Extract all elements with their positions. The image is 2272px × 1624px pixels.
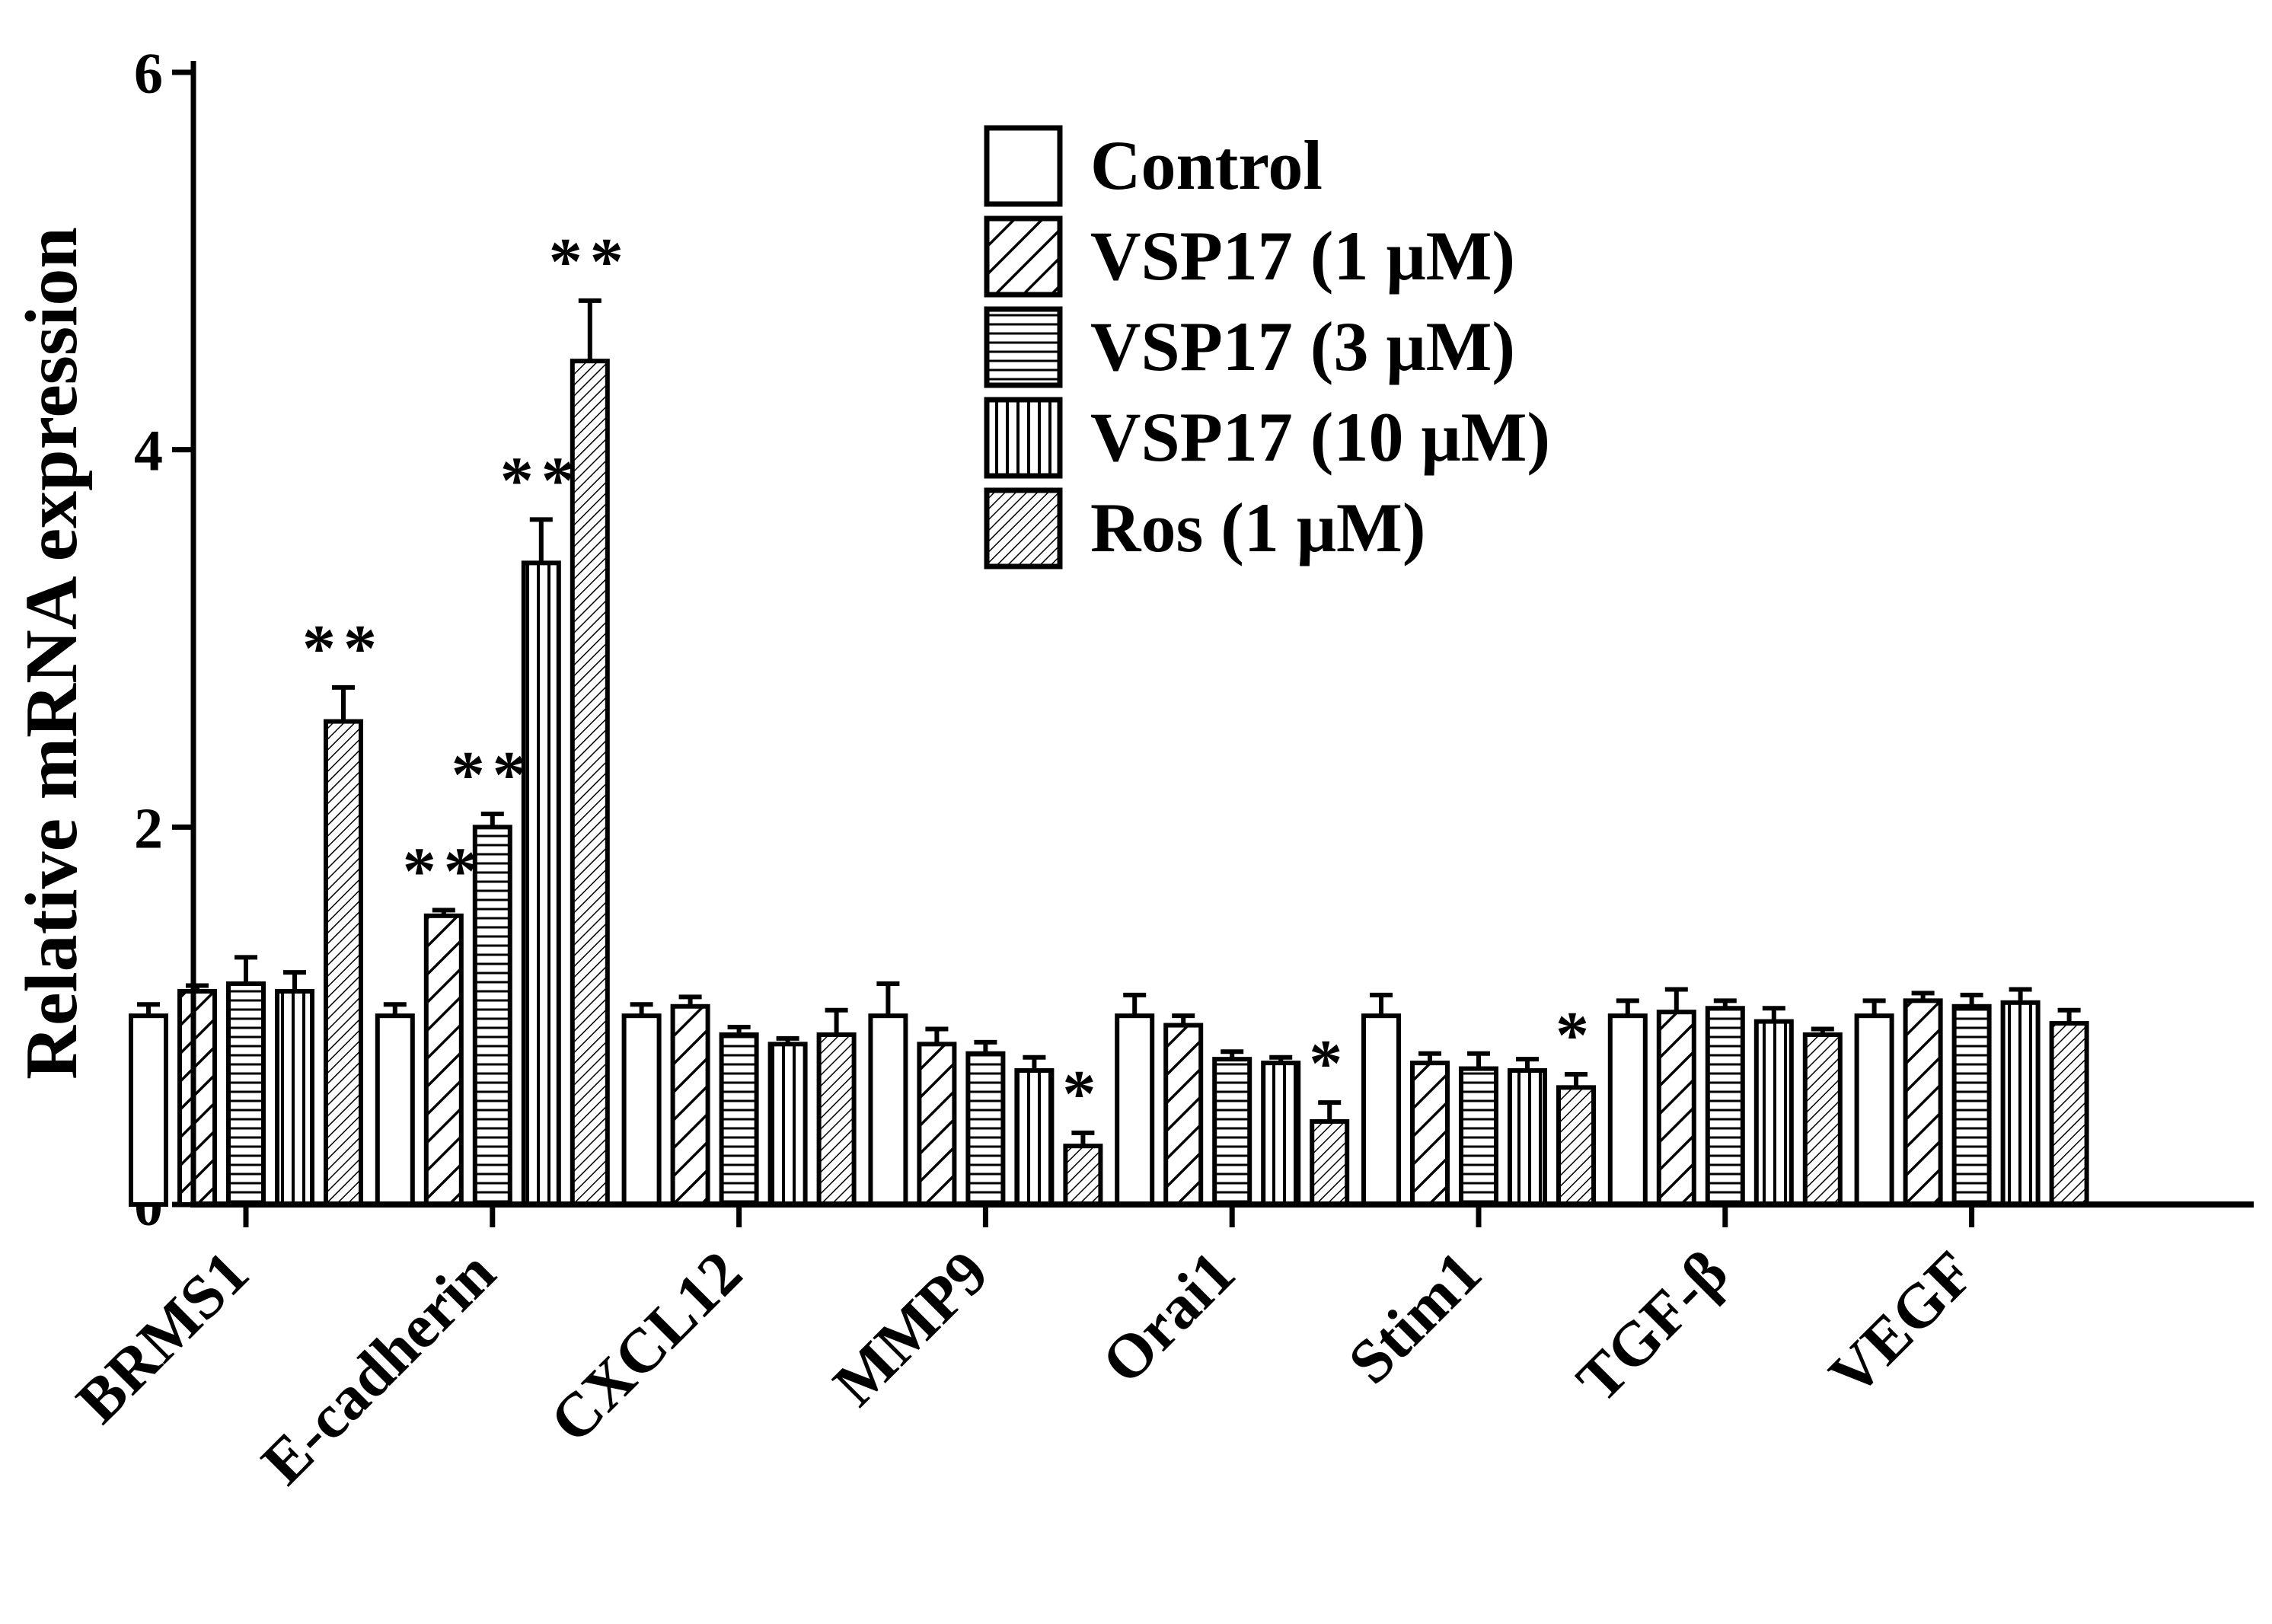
- y-axis-title: Relative mRNA expression: [11, 227, 93, 1080]
- significance-marker: *: [1556, 999, 1597, 1073]
- category-label: VEGF: [1816, 1237, 1987, 1409]
- bar: [2049, 1021, 2089, 1207]
- bar: [1459, 1066, 1498, 1208]
- bar: [1014, 1068, 1055, 1207]
- bar: [917, 1042, 957, 1208]
- significance-marker: **: [549, 225, 631, 299]
- bar: [1656, 1010, 1696, 1207]
- bar-group: ** ** ** **: [375, 225, 631, 1208]
- legend-swatch: [984, 487, 1063, 570]
- bar: [816, 1032, 857, 1207]
- bar-group: [1607, 987, 1843, 1208]
- bar: [129, 1013, 168, 1207]
- category-label: BRMS1: [63, 1237, 262, 1436]
- bar: [670, 1003, 710, 1208]
- legend-label: VSP17 (10 μM): [1090, 398, 1550, 476]
- significance-marker: **: [302, 612, 385, 686]
- bar: [1903, 998, 1943, 1207]
- legend-label: VSP17 (3 μM): [1090, 308, 1515, 385]
- bar-group: **: [129, 612, 385, 1208]
- bar: [1854, 1013, 1894, 1207]
- legend-item: VSP17 (10 μM): [984, 397, 1550, 479]
- legend-label: Control: [1090, 126, 1323, 204]
- significance-marker: **: [403, 834, 485, 908]
- bar: [423, 913, 464, 1207]
- bar-group: [621, 994, 857, 1208]
- bar: [767, 1042, 808, 1208]
- bar: [1361, 1013, 1401, 1207]
- category-label: CXCL12: [537, 1237, 755, 1456]
- category-label: E-cadherin: [248, 1237, 508, 1497]
- category-label: MMP9: [820, 1237, 1001, 1418]
- bar-group: *: [1361, 992, 1597, 1208]
- bar: [868, 1013, 908, 1207]
- bar: [472, 825, 512, 1208]
- legend-swatch: [984, 397, 1063, 479]
- bar: [2000, 1000, 2041, 1208]
- bar-group: [1854, 987, 2089, 1208]
- bar: [521, 560, 561, 1207]
- bar-group: *: [1115, 992, 1350, 1208]
- bar: [1212, 1057, 1252, 1207]
- significance-marker: *: [1062, 1058, 1103, 1131]
- category-label: Orai1: [1089, 1237, 1248, 1396]
- bar: [719, 1032, 759, 1207]
- legend-item: VSP17 (1 μM): [984, 215, 1515, 298]
- bar: [1607, 1013, 1648, 1207]
- bar: [275, 988, 314, 1208]
- bar: [570, 359, 610, 1207]
- significance-marker: **: [500, 444, 582, 518]
- bar: [1310, 1118, 1350, 1208]
- bar: [1115, 1013, 1155, 1207]
- significance-marker: **: [452, 739, 534, 812]
- bar-group: *: [868, 981, 1103, 1208]
- bar: [375, 1013, 415, 1207]
- bar: [1705, 1006, 1745, 1207]
- legend-item: Ros (1 μM): [984, 487, 1426, 570]
- bar: [1410, 1061, 1450, 1207]
- bar: [621, 1013, 662, 1207]
- category-label: TGF-β: [1563, 1237, 1741, 1415]
- bar: [1951, 1003, 1992, 1208]
- legend: Control VSP17 (1 μM) VSP17 (3 μM) VSP17 (10…: [984, 125, 1550, 570]
- legend-label: Ros (1 μM): [1090, 489, 1426, 566]
- bar: [965, 1051, 1006, 1207]
- legend-item: VSP17 (3 μM): [984, 306, 1515, 388]
- legend-swatch: [984, 215, 1063, 298]
- significance-marker: *: [1309, 1027, 1350, 1101]
- y-tick-label: 2: [134, 796, 163, 860]
- bar: [324, 719, 363, 1207]
- y-tick-label: 6: [134, 42, 163, 106]
- bar: [1163, 1023, 1204, 1208]
- bar: [1753, 1019, 1794, 1208]
- bar: [1508, 1068, 1547, 1207]
- bar: [177, 988, 217, 1208]
- y-tick-label: 4: [134, 420, 163, 483]
- category-label: Stim1: [1335, 1237, 1494, 1396]
- legend-swatch: [984, 125, 1063, 207]
- legend-item: Control: [984, 125, 1323, 207]
- legend-label: VSP17 (1 μM): [1090, 217, 1515, 295]
- bar: [1556, 1085, 1596, 1208]
- legend-swatch: [984, 306, 1063, 388]
- bar: [1261, 1061, 1301, 1207]
- bar: [1063, 1144, 1103, 1207]
- bar: [1802, 1032, 1843, 1207]
- bar: [226, 981, 266, 1208]
